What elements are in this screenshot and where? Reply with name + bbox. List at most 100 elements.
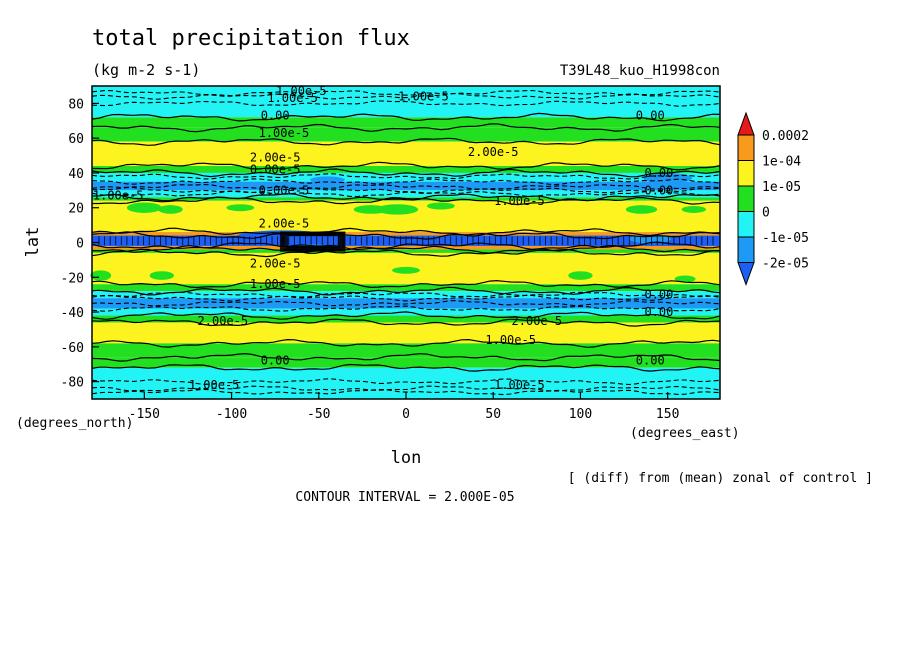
x-tick-label: 0: [402, 407, 410, 422]
contour-label: 1.00e-5: [494, 378, 545, 392]
contour-patch: [158, 205, 183, 214]
contour-label: 2.00e-5: [250, 150, 301, 164]
colorbar: 0.0002 1e-04 1e-05 0 -1e-05 -2e-05: [737, 111, 809, 286]
contour-band: [92, 190, 720, 198]
x-tick-label: 150: [656, 407, 679, 422]
contour-line-solid: [91, 279, 721, 289]
contour-label: 1.00e-5: [276, 84, 327, 98]
x-units-label: (degrees_east): [630, 426, 740, 441]
colorbar-segment: [737, 134, 755, 161]
y-tick-label: 80: [68, 97, 84, 112]
contour-line-solid: [91, 227, 721, 237]
y-axis-ticks: 80 60 40 20 0 -20 -40 -60 -80: [61, 97, 99, 391]
x-tick-label: -150: [129, 407, 160, 422]
colorbar-label: 1e-04: [762, 155, 801, 170]
y-tick-label: -80: [61, 376, 84, 391]
contour-label: 0.00: [636, 354, 665, 368]
contour-line-solid: [91, 168, 721, 178]
contour-patch: [426, 202, 455, 210]
contour-band: [92, 127, 720, 142]
x-axis-label: lon: [391, 448, 422, 468]
contour-line-solid: [91, 311, 721, 320]
diff-note: [ (diff) from (mean) zonal of control ]: [568, 471, 873, 486]
contour-band: [92, 249, 720, 253]
contour-line-solid: [91, 363, 721, 372]
contour-label: 0.00: [644, 183, 673, 197]
y-tick-label: 60: [68, 132, 84, 147]
contour-patch: [568, 271, 593, 280]
contour-line-dashed: [91, 178, 721, 186]
contour-line-dashed: [91, 291, 721, 298]
contour-cluster: [284, 233, 342, 249]
contour-line-solid: [91, 286, 721, 296]
y-tick-label: 0: [76, 237, 84, 252]
contour-line-dashed: [91, 305, 721, 312]
contour-patch: [674, 275, 696, 283]
contour-line-solid: [91, 244, 721, 254]
contour-patch: [226, 204, 255, 212]
contour-label: 2.00e-5: [198, 314, 249, 328]
colorbar-segment: [737, 211, 755, 238]
colorbar-label: -1e-05: [762, 231, 809, 246]
contour-cluster: [282, 232, 344, 251]
contour-patch: [90, 270, 112, 281]
colorbar-segment: [737, 236, 755, 263]
contour-cluster: [283, 233, 343, 250]
contour-line-dashed: [91, 385, 721, 392]
contour-label: 0.00: [261, 354, 290, 368]
contour-line-dashed: [91, 300, 721, 307]
x-tick-label: -100: [216, 407, 247, 422]
contour-line-solid: [91, 318, 721, 327]
contour-line-solid: [91, 193, 721, 202]
contour-band: [92, 284, 720, 292]
chart-title: total precipitation flux: [92, 26, 410, 51]
contour-cluster: [280, 232, 345, 251]
contour-patch: [643, 172, 693, 184]
contour-label: 0.00: [261, 109, 290, 123]
contour-cluster: [287, 235, 339, 247]
contour-line-dashed: [91, 187, 721, 194]
colorbar-top-arrow: [737, 111, 755, 136]
contour-line-solid: [92, 196, 721, 206]
y-tick-label: -40: [61, 306, 84, 321]
contour-label: 0.00e-5: [259, 183, 310, 197]
contour-label: 0.00e-5: [250, 162, 301, 176]
contour-label: 1.00e-5: [93, 189, 144, 203]
contour-patch: [310, 176, 345, 184]
contour-patch: [625, 205, 658, 214]
contour-band: [92, 181, 720, 191]
y-units-label: (degrees_north): [16, 416, 133, 431]
contour-label: 2.00e-5: [512, 314, 563, 328]
contour-label: 1.00e-5: [250, 277, 301, 291]
x-axis-ticks: -150 -100 -50 0 50 100 150: [129, 392, 679, 422]
y-tick-label: -20: [61, 271, 84, 286]
contour-cluster: [279, 231, 346, 252]
contour-label: 0.00: [644, 288, 673, 302]
contour-line-dashed: [91, 190, 721, 198]
y-tick-label: -60: [61, 341, 84, 356]
x-tick-label: -50: [307, 407, 330, 422]
y-tick-label: 20: [68, 202, 84, 217]
contour-label: 1.00e-5: [189, 378, 240, 392]
contour-cluster: [286, 234, 340, 248]
y-axis-label: lat: [23, 227, 43, 258]
contour-band: [92, 291, 720, 299]
colorbar-segment: [737, 185, 755, 212]
colorbar-segment: [737, 160, 755, 187]
contour-label: 2.00e-5: [250, 256, 301, 270]
contour-band: [92, 172, 720, 182]
contour-line-dashed: [91, 173, 721, 180]
contour-patch: [149, 271, 174, 280]
contour-label: 1.00e-5: [398, 89, 449, 103]
contour-band: [92, 357, 720, 368]
contour-patch: [681, 205, 707, 213]
contour-band: [92, 315, 720, 323]
contour-band: [92, 232, 720, 236]
contour-label: 1.00e-5: [494, 194, 545, 208]
contour-label: 1.00e-5: [259, 126, 310, 140]
contour-labels: 1.00e-5 1.00e-5 1.00e-5 0.00 0.00 1.00e-5 2.00…: [93, 84, 674, 392]
experiment-label: T39L48_kuo_H1998con: [560, 63, 720, 79]
contour-label: 2.00e-5: [259, 216, 310, 230]
x-tick-label: 100: [569, 407, 592, 422]
